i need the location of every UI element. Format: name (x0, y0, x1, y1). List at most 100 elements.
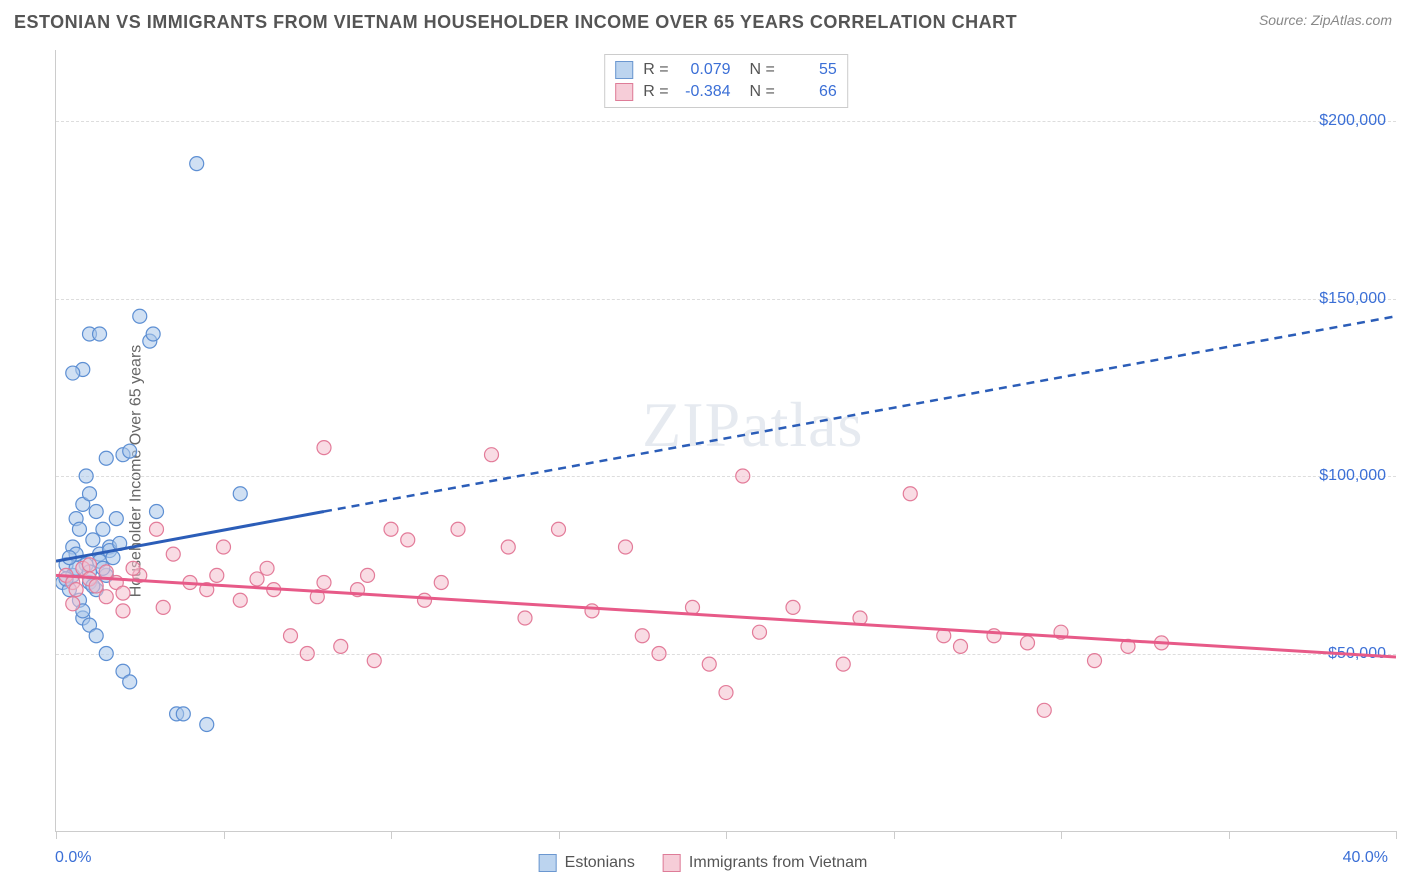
scatter-point (903, 487, 917, 501)
scatter-point (619, 540, 633, 554)
legend-label: Estonians (565, 854, 635, 872)
scatter-point (1037, 703, 1051, 717)
plot-area: ZIPatlas R = 0.079 N = 55 R = -0.384 N =… (55, 50, 1396, 832)
scatter-point (217, 540, 231, 554)
scatter-point (146, 327, 160, 341)
scatter-point (836, 657, 850, 671)
scatter-point (250, 572, 264, 586)
bottom-legend: Estonians Immigrants from Vietnam (539, 854, 868, 872)
scatter-point (166, 547, 180, 561)
scatter-point (156, 600, 170, 614)
scatter-point (66, 366, 80, 380)
n-value-1: 55 (785, 61, 837, 79)
scatter-point (1021, 636, 1035, 650)
scatter-point (123, 444, 137, 458)
chart-container: ESTONIAN VS IMMIGRANTS FROM VIETNAM HOUS… (0, 0, 1406, 892)
swatch-estonians (539, 854, 557, 872)
scatter-point (451, 522, 465, 536)
scatter-point (83, 558, 97, 572)
x-tick (391, 831, 392, 839)
legend-item-estonians: Estonians (539, 854, 635, 872)
x-axis-max-label: 40.0% (1343, 849, 1388, 867)
scatter-point (260, 561, 274, 575)
correlation-row-2: R = -0.384 N = 66 (615, 81, 837, 103)
scatter-point (93, 327, 107, 341)
n-value-2: 66 (785, 83, 837, 101)
swatch-vietnam (615, 83, 633, 101)
scatter-point (96, 522, 110, 536)
scatter-point (317, 441, 331, 455)
scatter-point (736, 469, 750, 483)
scatter-point (116, 604, 130, 618)
scatter-point (786, 600, 800, 614)
scatter-point (334, 639, 348, 653)
scatter-point (686, 600, 700, 614)
n-label: N = (741, 83, 775, 101)
scatter-point (384, 522, 398, 536)
scatter-point (89, 579, 103, 593)
scatter-point (361, 568, 375, 582)
scatter-point (367, 654, 381, 668)
scatter-point (233, 487, 247, 501)
x-tick (894, 831, 895, 839)
scatter-point (79, 469, 93, 483)
scatter-point (99, 590, 113, 604)
scatter-point (126, 561, 140, 575)
scatter-point (210, 568, 224, 582)
scatter-point (300, 647, 314, 661)
scatter-point (99, 451, 113, 465)
legend-item-vietnam: Immigrants from Vietnam (663, 854, 867, 872)
x-tick (224, 831, 225, 839)
r-label: R = (643, 61, 668, 79)
n-label: N = (741, 61, 775, 79)
x-tick (1061, 831, 1062, 839)
x-tick (56, 831, 57, 839)
correlation-legend: R = 0.079 N = 55 R = -0.384 N = 66 (604, 54, 848, 108)
scatter-point (635, 629, 649, 643)
x-tick (559, 831, 560, 839)
scatter-point (585, 604, 599, 618)
correlation-row-1: R = 0.079 N = 55 (615, 59, 837, 81)
source-label: Source: ZipAtlas.com (1259, 12, 1392, 28)
plot-svg (56, 50, 1396, 831)
scatter-point (954, 639, 968, 653)
scatter-point (1088, 654, 1102, 668)
scatter-point (317, 576, 331, 590)
scatter-point (133, 309, 147, 323)
x-tick (1229, 831, 1230, 839)
scatter-point (284, 629, 298, 643)
scatter-point (176, 707, 190, 721)
x-tick (726, 831, 727, 839)
scatter-point (501, 540, 515, 554)
x-axis-min-label: 0.0% (55, 849, 91, 867)
trend-line (56, 575, 1396, 657)
scatter-point (702, 657, 716, 671)
scatter-point (66, 597, 80, 611)
scatter-point (123, 675, 137, 689)
trend-line-dashed (324, 316, 1396, 511)
chart-title: ESTONIAN VS IMMIGRANTS FROM VIETNAM HOUS… (14, 12, 1017, 33)
scatter-point (418, 593, 432, 607)
legend-label: Immigrants from Vietnam (689, 854, 867, 872)
scatter-point (719, 686, 733, 700)
scatter-point (401, 533, 415, 547)
plot-wrapper: Householder Income Over 65 years ZIPatla… (0, 50, 1406, 892)
scatter-point (150, 505, 164, 519)
scatter-point (200, 718, 214, 732)
r-label: R = (643, 83, 668, 101)
r-value-1: 0.079 (679, 61, 731, 79)
scatter-point (485, 448, 499, 462)
scatter-point (518, 611, 532, 625)
r-value-2: -0.384 (679, 83, 731, 101)
scatter-point (83, 487, 97, 501)
x-tick (1396, 831, 1397, 839)
scatter-point (652, 647, 666, 661)
scatter-point (552, 522, 566, 536)
scatter-point (116, 586, 130, 600)
scatter-point (69, 583, 83, 597)
scatter-point (190, 157, 204, 171)
scatter-point (109, 512, 123, 526)
scatter-point (86, 533, 100, 547)
scatter-point (89, 629, 103, 643)
scatter-point (233, 593, 247, 607)
